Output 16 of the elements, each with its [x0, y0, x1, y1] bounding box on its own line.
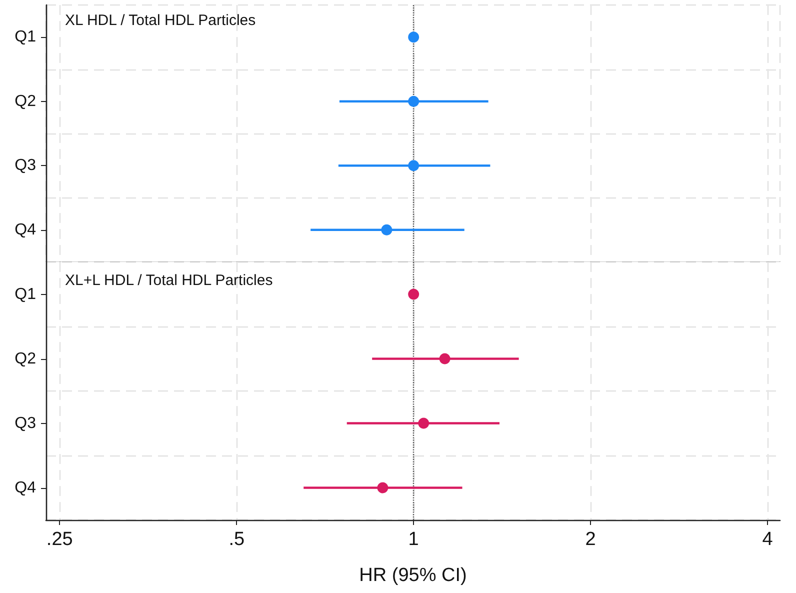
- y-tick-label: Q2: [14, 350, 36, 368]
- y-tick-label: Q1: [14, 286, 36, 303]
- x-tick-label: 1: [408, 529, 419, 550]
- y-tick-label: Q3: [14, 157, 36, 174]
- x-tick-label: 4: [762, 529, 774, 550]
- y-tick-label: Q3: [14, 414, 36, 432]
- text: XL HDL / Total HDL Particles: [65, 12, 256, 29]
- x-tick-label: .5: [228, 529, 245, 550]
- y-tick-label: Q2: [14, 92, 36, 110]
- y-tick-label: Q4: [14, 221, 36, 238]
- y-tick-label: Q1: [14, 28, 36, 46]
- text: XL+L HDL / Total HDL Particles: [65, 272, 273, 289]
- x-axis-title: HR (95% CI): [359, 565, 467, 586]
- y-tick-label: Q4: [14, 479, 36, 496]
- x-tick-label: 2: [585, 529, 596, 550]
- x-tick-label: .25: [46, 529, 73, 550]
